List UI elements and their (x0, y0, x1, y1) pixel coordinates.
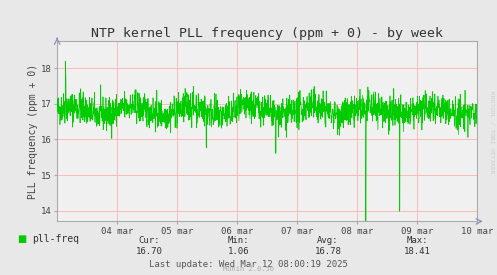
Text: ■: ■ (17, 234, 27, 244)
Text: Last update: Wed Mar 12 08:00:19 2025: Last update: Wed Mar 12 08:00:19 2025 (149, 260, 348, 269)
Text: Munin 2.0.56: Munin 2.0.56 (223, 266, 274, 272)
Text: pll-freq: pll-freq (32, 234, 80, 244)
Y-axis label: PLL frequency (ppm + 0): PLL frequency (ppm + 0) (28, 64, 38, 199)
Text: Cur:: Cur: (138, 236, 160, 245)
Text: Min:: Min: (228, 236, 249, 245)
Text: 16.78: 16.78 (315, 248, 341, 256)
Title: NTP kernel PLL frequency (ppm + 0) - by week: NTP kernel PLL frequency (ppm + 0) - by … (91, 27, 443, 40)
Text: 1.06: 1.06 (228, 248, 249, 256)
Text: Max:: Max: (407, 236, 428, 245)
Text: 16.70: 16.70 (136, 248, 163, 256)
Text: Avg:: Avg: (317, 236, 339, 245)
Text: RRDTOOL / TOBI OETIKER: RRDTOOL / TOBI OETIKER (490, 91, 495, 173)
Text: 18.41: 18.41 (404, 248, 431, 256)
